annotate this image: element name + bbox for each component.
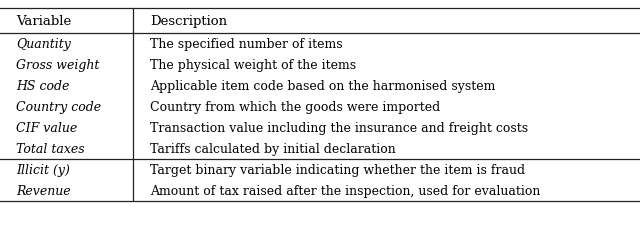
Text: Transaction value including the insurance and freight costs: Transaction value including the insuranc… bbox=[150, 122, 529, 135]
Text: Gross weight: Gross weight bbox=[16, 59, 99, 72]
Text: Total taxes: Total taxes bbox=[16, 143, 84, 156]
Text: Country code: Country code bbox=[16, 101, 101, 114]
Text: Illicit (y): Illicit (y) bbox=[16, 164, 70, 177]
Text: The specified number of items: The specified number of items bbox=[150, 38, 343, 51]
Text: Variable: Variable bbox=[16, 15, 71, 28]
Text: Applicable item code based on the harmonised system: Applicable item code based on the harmon… bbox=[150, 80, 496, 93]
Text: Tariffs calculated by initial declaration: Tariffs calculated by initial declaratio… bbox=[150, 143, 396, 156]
Text: Quantity: Quantity bbox=[16, 38, 71, 51]
Text: Country from which the goods were imported: Country from which the goods were import… bbox=[150, 101, 441, 114]
Text: Revenue: Revenue bbox=[16, 185, 70, 198]
Text: Target binary variable indicating whether the item is fraud: Target binary variable indicating whethe… bbox=[150, 164, 525, 177]
Text: CIF value: CIF value bbox=[16, 122, 77, 135]
Text: The physical weight of the items: The physical weight of the items bbox=[150, 59, 356, 72]
Text: Description: Description bbox=[150, 15, 228, 28]
Text: Amount of tax raised after the inspection, used for evaluation: Amount of tax raised after the inspectio… bbox=[150, 185, 541, 198]
Text: HS code: HS code bbox=[16, 80, 69, 93]
